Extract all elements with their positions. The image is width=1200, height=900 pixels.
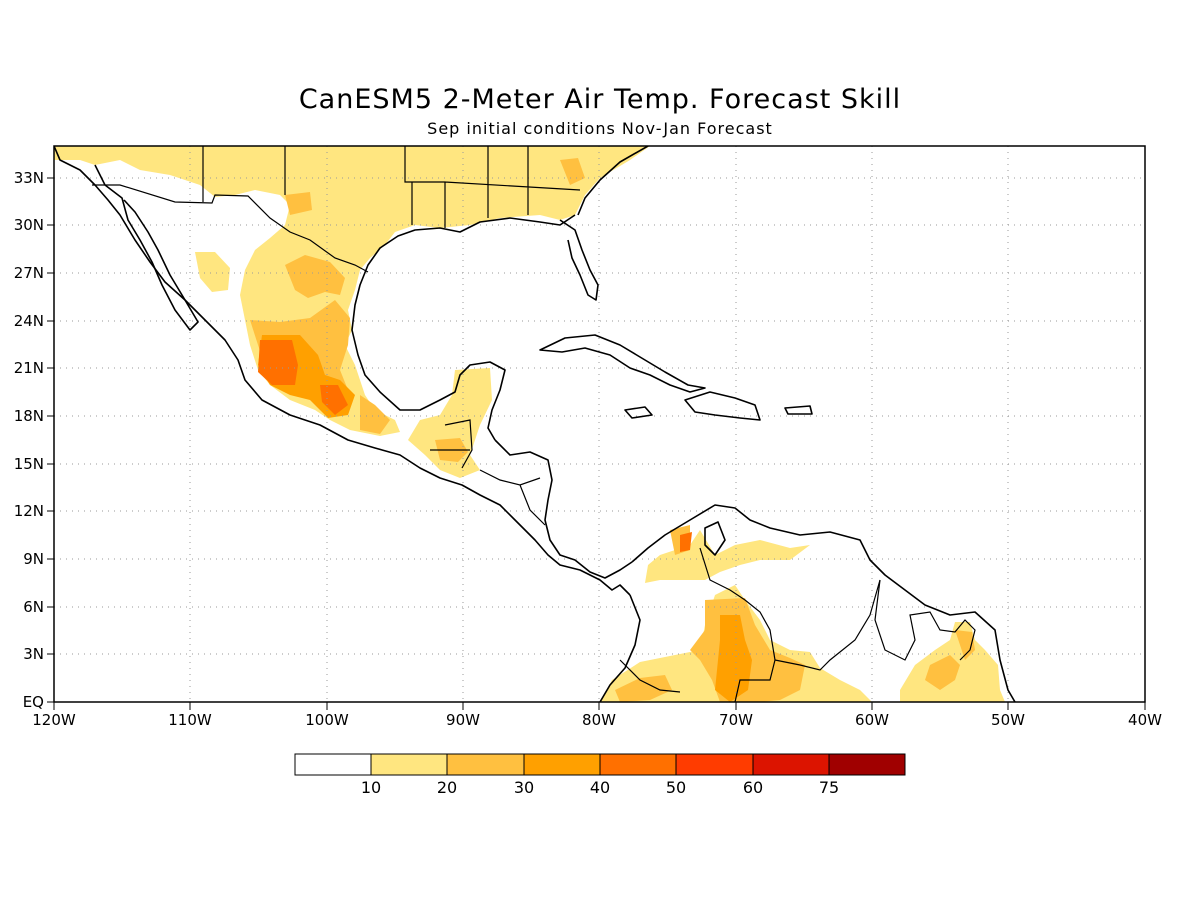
y-tick-label: 6N xyxy=(23,598,44,616)
skill-region-texas xyxy=(285,255,345,298)
x-tick-label: 80W xyxy=(582,711,616,729)
colorbar-swatch xyxy=(370,753,448,776)
colorbar-label: 75 xyxy=(819,778,839,797)
border-colombia-venezuela xyxy=(699,547,776,702)
colorbar-label: 50 xyxy=(666,778,686,797)
coast-central-america-east xyxy=(494,439,633,579)
colorbar-label: 30 xyxy=(514,778,534,797)
x-tick-label: 110W xyxy=(168,711,212,729)
skill-region-arizona xyxy=(285,192,312,215)
colorbar-swatch xyxy=(294,753,372,776)
y-tick-label: 12N xyxy=(14,502,44,520)
coast-south-america-north xyxy=(631,504,1016,702)
y-tick-label: 21N xyxy=(14,359,44,377)
x-tick-label: 120W xyxy=(32,711,76,729)
skill-region-florida-north xyxy=(560,158,585,185)
colorbar-swatch xyxy=(523,753,601,776)
coast-atlantic-us xyxy=(577,146,649,216)
border-guatemala xyxy=(430,419,473,469)
skill-region-yucatan xyxy=(408,368,492,478)
y-tick-label: 24N xyxy=(14,312,44,330)
skill-region-caribbean-coast xyxy=(645,530,810,583)
coast-florida xyxy=(559,219,599,301)
skill-region-usa-south xyxy=(54,146,650,436)
y-tick-label: EQ xyxy=(23,693,44,711)
coast-cuba xyxy=(539,334,706,393)
coast-lake-maracaibo xyxy=(704,521,726,556)
colorbar-swatch xyxy=(446,753,525,776)
political-borders xyxy=(92,146,976,702)
skill-region-brazil-east xyxy=(955,630,975,660)
x-tick-label: 70W xyxy=(719,711,753,729)
coast-north-america xyxy=(54,146,631,596)
colorbar-swatch xyxy=(752,753,830,776)
y-tick-label: 33N xyxy=(14,169,44,187)
coast-south-america-west xyxy=(599,594,641,702)
border-guianas xyxy=(874,579,976,661)
skill-region-mexico-peak xyxy=(258,340,298,385)
coastlines xyxy=(54,146,1016,702)
chart-title: CanESM5 2-Meter Air Temp. Forecast Skill xyxy=(298,84,902,115)
y-tick-label: 18N xyxy=(14,407,44,425)
colorbar-swatch xyxy=(828,753,906,776)
chart-subtitle: Sep initial conditions Nov-Jan Forecast xyxy=(427,119,773,138)
y-axis-ticks: EQ 3N 6N 9N 12N 15N 18N 21N 24N 27N 30N … xyxy=(14,169,54,711)
coast-baja xyxy=(94,164,199,331)
y-tick-label: 3N xyxy=(23,645,44,663)
coast-gulf-of-mexico xyxy=(351,214,576,441)
coast-puerto-rico xyxy=(784,405,813,415)
skill-region-brazil-ne xyxy=(925,655,960,690)
x-tick-label: 50W xyxy=(991,711,1025,729)
skill-region-venezuela-peak xyxy=(680,532,692,552)
x-tick-label: 60W xyxy=(855,711,889,729)
coast-jamaica xyxy=(624,406,653,419)
colorbar-label: 40 xyxy=(590,778,610,797)
colorbar: 10 20 30 40 50 60 75 xyxy=(294,753,906,797)
x-tick-label: 100W xyxy=(305,711,349,729)
y-tick-label: 30N xyxy=(14,216,44,234)
x-tick-label: 90W xyxy=(446,711,480,729)
skill-shading xyxy=(54,146,1005,702)
colorbar-label: 60 xyxy=(743,778,763,797)
colorbar-label: 20 xyxy=(437,778,457,797)
skill-region-south-colombia xyxy=(615,675,672,702)
skill-region-baja xyxy=(195,252,230,292)
x-tick-label: 40W xyxy=(1128,711,1162,729)
y-tick-label: 27N xyxy=(14,264,44,282)
y-tick-label: 15N xyxy=(14,455,44,473)
skill-region-mexico-south xyxy=(360,395,390,434)
border-venezuela-brazil xyxy=(774,579,881,671)
colorbar-swatch xyxy=(675,753,754,776)
colorbar-swatch xyxy=(599,753,677,776)
border-ecuador-peru xyxy=(619,659,681,693)
border-us-mexico xyxy=(92,184,369,273)
border-us-states xyxy=(202,146,581,228)
colorbar-label: 10 xyxy=(361,778,381,797)
coast-hispaniola xyxy=(684,391,761,421)
x-axis-ticks: 120W 110W 100W 90W 80W 70W 60W 50W 40W xyxy=(32,702,1162,729)
border-central-america xyxy=(479,469,546,526)
y-tick-label: 9N xyxy=(23,550,44,568)
